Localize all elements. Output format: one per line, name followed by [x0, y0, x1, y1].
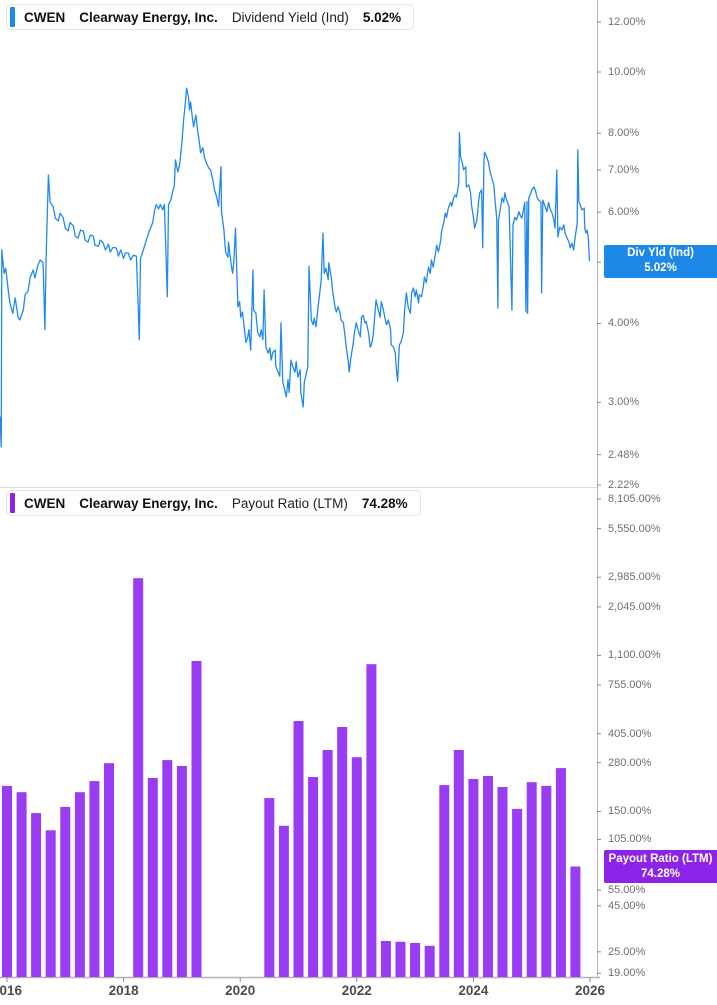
ticker-symbol: CWEN — [24, 9, 66, 25]
payout-ratio-bar[interactable] — [395, 941, 406, 977]
payout-ratio-bar[interactable] — [512, 808, 523, 977]
value-chip-series-label: Payout Ratio (LTM) — [608, 852, 713, 865]
payout-ratio-bar[interactable] — [191, 661, 202, 977]
payout-ratio-bar[interactable] — [89, 781, 100, 977]
company-name: Clearway Energy, Inc. — [79, 495, 218, 511]
payout-ratio-bar[interactable] — [176, 766, 187, 977]
payout-ratio-bar[interactable] — [410, 942, 421, 977]
payout-ratio-bar[interactable] — [468, 779, 479, 977]
payout-ratio-bar[interactable] — [497, 787, 508, 977]
payout-ratio-bar[interactable] — [380, 941, 391, 977]
payout-ratio-bar[interactable] — [45, 830, 56, 977]
y-axis-tick-label: 55.00% — [608, 884, 646, 897]
payout-ratio-bar[interactable] — [337, 727, 348, 977]
y-axis-tick-label: 2,045.00% — [608, 600, 661, 613]
y-axis-tick-label: 4.00% — [608, 317, 640, 330]
y-axis-tick-label: 5,550.00% — [608, 522, 661, 535]
company-name: Clearway Energy, Inc. — [79, 9, 218, 25]
metric-value: 5.02% — [362, 9, 402, 25]
payout-ratio-bar[interactable] — [104, 763, 114, 977]
y-axis-tick-label: 8.00% — [608, 127, 640, 140]
metric-name: Dividend Yield (Ind) — [231, 9, 349, 25]
y-axis-tick-label: 7.00% — [608, 163, 640, 176]
metric-name: Payout Ratio (LTM) — [231, 495, 348, 511]
x-axis-year-label: 2024 — [458, 983, 489, 998]
x-axis-year-label: 2020 — [225, 983, 256, 998]
purple-accent-bar — [10, 493, 15, 513]
payout-ratio-bar[interactable] — [60, 806, 71, 977]
payout-ratio-bar[interactable] — [555, 768, 566, 977]
y-axis-tick-label: 755.00% — [608, 678, 652, 691]
x-axis-year-label: 2016 — [0, 983, 23, 998]
payout-ratio-bar[interactable] — [74, 792, 85, 977]
y-axis-tick-label: 6.00% — [608, 206, 640, 219]
payout-ratio-value-chip[interactable]: Payout Ratio (LTM) 74.28% — [604, 850, 717, 884]
y-axis-tick-label: 405.00% — [608, 727, 652, 740]
y-axis-tick-label: 105.00% — [608, 833, 652, 846]
payout-ratio-bar[interactable] — [31, 813, 42, 977]
y-axis-tick-label: 3.00% — [608, 396, 640, 409]
payout-ratio-bar[interactable] — [147, 778, 158, 977]
y-axis-tick-label: 25.00% — [608, 945, 646, 958]
payout-ratio-bar[interactable] — [322, 750, 333, 977]
payout-ratio-bar[interactable] — [439, 785, 450, 977]
payout-ratio-bar[interactable] — [570, 866, 581, 978]
payout-ratio-bar[interactable] — [526, 782, 537, 977]
x-axis-year-label: 2026 — [574, 983, 606, 998]
payout-ratio-bar[interactable] — [16, 792, 27, 977]
y-axis-tick-label: 10.00% — [608, 66, 646, 79]
y-axis-tick-label: 2.48% — [608, 448, 640, 461]
dividend-yield-line[interactable] — [0, 87, 591, 448]
payout-ratio-bar[interactable] — [293, 721, 304, 977]
y-axis-tick-label: 12.00% — [608, 16, 646, 28]
x-axis-year-label: 2018 — [108, 983, 139, 998]
payout-ratio-bar[interactable] — [278, 825, 289, 977]
payout-ratio-bar[interactable] — [424, 945, 435, 977]
payout-ratio-header-chip[interactable]: CWEN Clearway Energy, Inc. Payout Ratio … — [6, 490, 421, 516]
payout-ratio-bar[interactable] — [2, 785, 12, 977]
value-chip-value-label: 74.28% — [640, 867, 680, 880]
y-axis-tick-label: 19.00% — [608, 967, 646, 980]
payout-ratio-bar[interactable] — [366, 664, 377, 977]
dividend-yield-value-chip[interactable]: Div Yld (Ind) 5.02% — [604, 244, 717, 278]
payout-ratio-bar[interactable] — [453, 750, 464, 977]
y-axis-tick-label: 1,100.00% — [608, 649, 661, 662]
payout-ratio-bar[interactable] — [133, 578, 144, 977]
value-chip-series-label: Div Yld (Ind) — [627, 247, 694, 260]
payout-ratio-bar[interactable] — [483, 776, 493, 977]
y-axis-tick-label: 2.22% — [608, 479, 640, 491]
metric-value: 74.28% — [361, 495, 408, 511]
value-chip-value-label: 5.02% — [644, 262, 677, 275]
blue-accent-bar — [10, 7, 15, 27]
y-axis-tick-label: 150.00% — [608, 805, 652, 818]
ticker-symbol: CWEN — [24, 495, 66, 511]
y-axis-tick-label: 8,105.00% — [608, 493, 661, 505]
payout-ratio-bar[interactable] — [264, 798, 275, 977]
dividend-yield-header-chip[interactable]: CWEN Clearway Energy, Inc. Dividend Yiel… — [6, 4, 415, 30]
payout-ratio-bar[interactable] — [541, 785, 552, 977]
payout-ratio-bar[interactable] — [308, 777, 319, 977]
payout-ratio-bar[interactable] — [162, 760, 173, 977]
x-axis-year-label: 2022 — [341, 983, 372, 998]
y-axis-tick-label: 2,985.00% — [608, 571, 661, 584]
y-axis-tick-label: 45.00% — [608, 899, 646, 912]
payout-ratio-bar[interactable] — [351, 757, 362, 977]
y-axis-tick-label: 280.00% — [608, 756, 652, 769]
